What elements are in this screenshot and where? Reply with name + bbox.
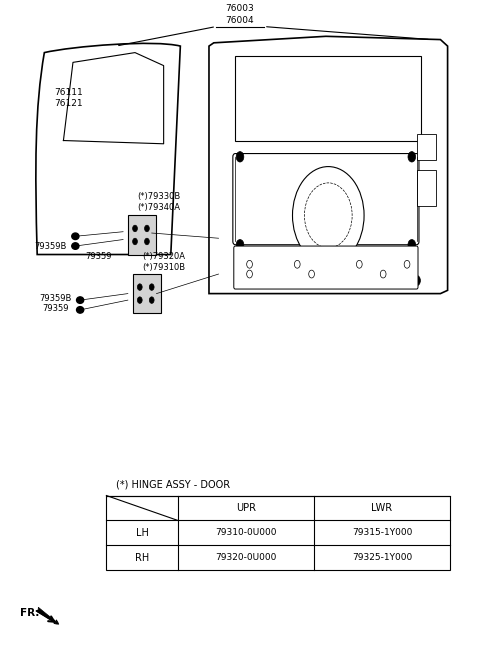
Text: RH: RH xyxy=(135,553,149,563)
Circle shape xyxy=(309,270,314,278)
Bar xyxy=(417,170,436,206)
Text: (*)79330B
(*)79340A: (*)79330B (*)79340A xyxy=(137,192,180,212)
Text: 79320-0U000: 79320-0U000 xyxy=(215,554,276,562)
Circle shape xyxy=(304,183,352,248)
FancyBboxPatch shape xyxy=(233,154,419,245)
Circle shape xyxy=(357,261,362,269)
Circle shape xyxy=(404,261,410,269)
Text: 76003
76004: 76003 76004 xyxy=(226,5,254,25)
Circle shape xyxy=(236,152,244,162)
Text: 79315-1Y000: 79315-1Y000 xyxy=(352,528,412,538)
Text: (*)79320A
(*)79310B: (*)79320A (*)79310B xyxy=(142,252,185,272)
Text: 79325-1Y000: 79325-1Y000 xyxy=(352,554,412,562)
Text: 76111
76121: 76111 76121 xyxy=(54,88,83,108)
Circle shape xyxy=(380,270,386,278)
Text: FR.: FR. xyxy=(21,608,40,618)
Ellipse shape xyxy=(76,306,84,313)
Ellipse shape xyxy=(72,233,79,239)
PathPatch shape xyxy=(36,43,180,255)
Circle shape xyxy=(144,238,149,245)
Circle shape xyxy=(294,261,300,269)
Text: (*) HINGE ASSY - DOOR: (*) HINGE ASSY - DOOR xyxy=(116,479,230,489)
Ellipse shape xyxy=(72,243,79,249)
Bar xyxy=(128,215,156,255)
Circle shape xyxy=(236,239,244,250)
Circle shape xyxy=(132,225,137,231)
Circle shape xyxy=(144,225,149,231)
Circle shape xyxy=(408,239,416,250)
Text: 79359B: 79359B xyxy=(39,294,72,303)
Text: 79359: 79359 xyxy=(85,252,111,261)
Circle shape xyxy=(247,261,252,269)
Text: 79310-0U000: 79310-0U000 xyxy=(215,528,276,538)
Bar xyxy=(417,134,436,160)
Circle shape xyxy=(132,238,137,245)
FancyBboxPatch shape xyxy=(234,246,418,289)
PathPatch shape xyxy=(209,36,447,294)
Circle shape xyxy=(292,166,364,265)
Circle shape xyxy=(149,297,154,304)
Circle shape xyxy=(137,297,142,304)
Circle shape xyxy=(149,284,154,290)
Text: UPR: UPR xyxy=(236,503,256,513)
Circle shape xyxy=(408,152,416,162)
Ellipse shape xyxy=(76,297,84,304)
Circle shape xyxy=(413,275,420,286)
Text: LWR: LWR xyxy=(372,503,393,513)
Circle shape xyxy=(137,284,142,290)
Text: 79359: 79359 xyxy=(42,304,69,313)
Text: 79359B: 79359B xyxy=(35,241,67,251)
Bar xyxy=(132,274,161,313)
Circle shape xyxy=(246,266,253,276)
Bar xyxy=(235,56,421,141)
Circle shape xyxy=(236,275,244,286)
Text: LH: LH xyxy=(136,528,149,538)
Circle shape xyxy=(398,266,406,276)
Bar xyxy=(107,495,450,570)
Circle shape xyxy=(247,270,252,278)
